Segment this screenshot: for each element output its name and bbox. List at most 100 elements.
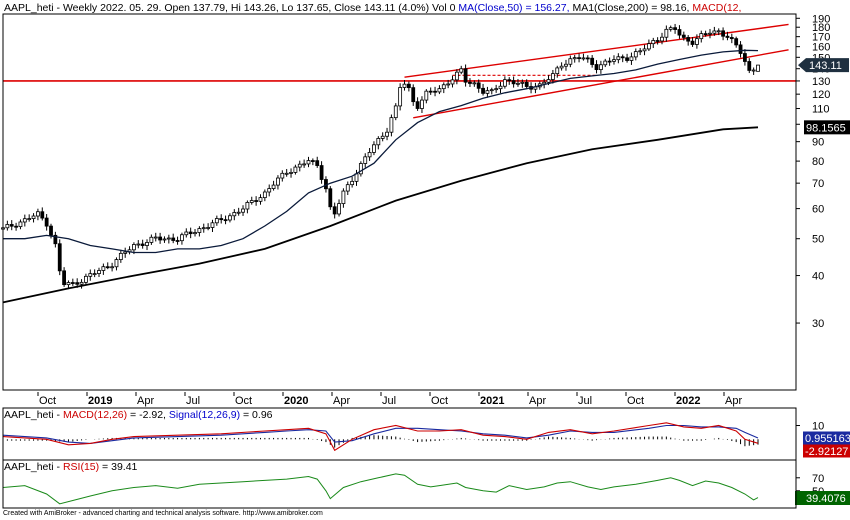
price-ytick-label: 50 [812, 234, 824, 246]
price-candle-body [747, 61, 752, 71]
price-candle-body [472, 82, 477, 85]
price-candle-body [646, 43, 651, 50]
price-candle-body [642, 48, 647, 52]
price-candle-body [716, 30, 721, 33]
price-candle-body [411, 87, 416, 103]
price-candle-body [341, 190, 346, 205]
price-candle-body [88, 273, 93, 277]
price-xtick-label: Apr [333, 395, 350, 407]
price-candle-body [153, 236, 158, 239]
price-ytick-label: 160 [812, 42, 830, 54]
price-xtick-label: Oct [39, 395, 56, 407]
price-candle-body [572, 57, 577, 60]
price-candle-body [27, 218, 32, 220]
price-candle-body [166, 237, 171, 240]
price-candle-body [49, 225, 53, 236]
price-candle-body [219, 218, 224, 221]
price-candle-body [550, 73, 555, 80]
price-candle-body [441, 84, 446, 90]
price-ytick-label: 190 [812, 13, 830, 25]
price-candle-body [171, 237, 176, 241]
price-candle-body [328, 188, 333, 208]
rsi-panel: AAPL_heti - RSI(15) = 39.41705039.4076 [2, 461, 850, 505]
price-candle-body [699, 33, 704, 40]
price-candle-body [498, 85, 503, 90]
price-candle-body [703, 33, 708, 36]
price-candle-body [79, 281, 84, 285]
macd-title-segment-2: = -2.92, [127, 409, 169, 421]
price-candle-body [721, 30, 725, 37]
price-candle-body [367, 152, 372, 158]
price-candle-body [62, 270, 66, 286]
price-candle-body [502, 79, 507, 87]
price-candle-body [284, 172, 289, 175]
rsi-title-segment-0: AAPL_heti - [4, 461, 63, 473]
price-candle-body [681, 34, 686, 38]
price-candle-body [75, 282, 80, 285]
price-candle-body [97, 270, 101, 274]
price-candle-body [590, 57, 595, 65]
price-candle-body [201, 227, 206, 230]
price-ytick-label: 120 [812, 89, 830, 101]
price-candle-body [485, 90, 490, 94]
price-candle-body [734, 38, 739, 46]
price-candle-body [603, 60, 608, 66]
price-xtick-label: Apr [725, 395, 742, 407]
price-candle-body [123, 251, 128, 254]
price-candle-body [690, 40, 695, 45]
price-candle-body [228, 215, 232, 221]
price-candle-body [31, 215, 36, 219]
price-candle-body [751, 69, 756, 72]
price-candle-body [9, 224, 14, 227]
price-candle-body [655, 40, 660, 42]
price-candle-body [542, 81, 547, 85]
price-candle-body [40, 211, 45, 219]
price-candle-body [66, 282, 71, 286]
price-candle-body [210, 222, 215, 228]
price-candle-body [664, 28, 669, 38]
macd-title-segment-1: MACD(12,26) [63, 409, 127, 421]
price-candle-body [620, 56, 625, 59]
price-candle-body [337, 203, 341, 215]
price-candle-body [428, 90, 433, 93]
price-title-segment-1: MA(Close,50) = 156.27, [458, 2, 572, 14]
price-candle-body [420, 99, 424, 109]
price-candle-body [415, 101, 420, 109]
price-candle-body [302, 163, 307, 166]
price-panel: AAPL_heti - Weekly 2022. 05. 29. Open 13… [1, 2, 850, 407]
price-candle-body [511, 80, 516, 85]
price-candle-body [280, 172, 285, 179]
price-candle-body [546, 79, 551, 83]
price-candle-body [232, 212, 237, 217]
price-candle-body [673, 27, 677, 30]
price-ytick-label: 90 [812, 137, 824, 149]
price-candle-body [293, 166, 298, 173]
price-candle-body [433, 90, 437, 93]
price-candle-body [271, 184, 276, 189]
price-ytick-label: 70 [812, 178, 824, 190]
price-candle-body [132, 244, 136, 251]
price-candle-body [145, 242, 149, 246]
price-candle-body [14, 225, 18, 228]
price-candle-body [289, 172, 293, 174]
rsi-line [2, 473, 759, 505]
price-ytick-label: 40 [812, 271, 824, 283]
price-trendline [413, 49, 789, 119]
price-candle-body [598, 64, 603, 71]
price-candle-body [476, 82, 481, 89]
price-candle-body [607, 60, 612, 63]
rsi-title: AAPL_heti - RSI(15) = 39.41 [4, 461, 138, 473]
price-xtick-label: Apr [137, 395, 154, 407]
price-candle-body [249, 200, 254, 203]
price-candle-body [585, 57, 590, 60]
price-candle-body [114, 259, 119, 268]
ma200-line [2, 126, 759, 304]
ma200-value-label: 98.1565 [806, 122, 846, 134]
price-candle-body [140, 243, 145, 246]
price-candle-body [594, 64, 599, 71]
price-candle-body [625, 57, 629, 61]
price-candle-body [276, 177, 280, 186]
price-candle-body [267, 188, 272, 193]
price-candle-body [5, 224, 10, 229]
